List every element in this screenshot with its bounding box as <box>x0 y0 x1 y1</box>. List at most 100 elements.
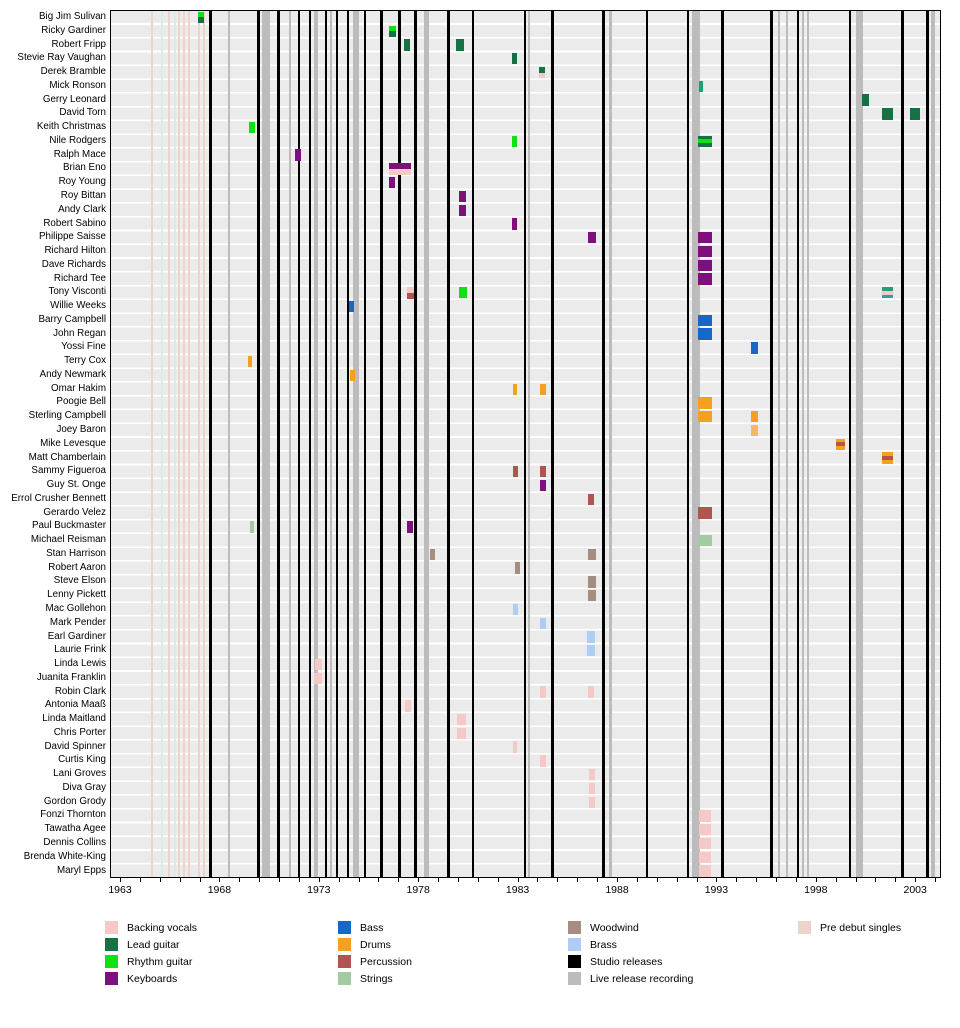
timeline-block-segment-keyboards <box>458 204 466 216</box>
timeline-block-segment-brass <box>587 645 596 657</box>
timeline-block-segment-drums <box>540 383 547 395</box>
studio-release-line <box>901 11 904 877</box>
timeline-block <box>456 727 466 740</box>
timeline-block-segment-lead-guitar <box>389 31 397 37</box>
timeline-block <box>751 424 759 437</box>
musician-row-label: Brian Eno <box>62 162 106 174</box>
timeline-block-segment-drums <box>882 452 894 457</box>
studio-release-line <box>770 11 773 877</box>
musician-row-label: Tawatha Agee <box>44 823 106 835</box>
legend-label: Rhythm guitar <box>127 956 193 968</box>
timeline-block <box>512 741 517 753</box>
musician-row-label: Dennis Collins <box>43 837 106 849</box>
legend-label: Bass <box>360 922 384 934</box>
axis-tick <box>398 878 400 882</box>
timeline-block-segment-percussion <box>407 292 415 299</box>
timeline-block <box>587 645 596 657</box>
timeline-block <box>389 177 396 189</box>
axis-tick <box>577 878 579 882</box>
timeline-block-segment-backing-vocals <box>698 851 712 863</box>
musician-row-label: Mark Pender <box>49 616 106 628</box>
musician-row-label: Michael Reisman <box>30 534 106 546</box>
musician-row-label: Ricky Gardiner <box>41 24 106 36</box>
musician-row-label: Robin Clark <box>54 685 106 697</box>
timeline-block-segment-percussion <box>882 456 894 460</box>
timeline-block <box>540 617 547 629</box>
timeline-block <box>882 452 894 464</box>
musician-row-label: Sammy Figueroa <box>31 465 106 477</box>
axis-tick <box>795 878 797 882</box>
axis-tick <box>895 878 897 882</box>
timeline-block-segment-backing-vocals <box>512 741 517 753</box>
axis-tick <box>935 878 937 882</box>
timeline-block <box>458 204 466 216</box>
timeline-block <box>313 672 322 684</box>
timeline-block-segment-percussion <box>835 442 845 447</box>
axis-tick <box>477 878 479 882</box>
timeline-block-segment-keyboards <box>697 259 713 271</box>
timeline-block <box>511 135 517 148</box>
timeline-block <box>697 328 713 340</box>
timeline-block-segment-backing-vocals <box>589 782 596 795</box>
timeline-block-segment-woodwind <box>588 548 597 561</box>
live-recording-line <box>228 11 231 877</box>
legend-swatch-live <box>568 972 581 985</box>
musician-row-label: Philippe Saisse <box>39 231 106 243</box>
musician-row-label: Dave Richards <box>41 258 106 270</box>
timeline-block-segment-backing-vocals <box>589 768 596 781</box>
plot-area <box>110 10 941 878</box>
timeline-block-segment-teal-green <box>698 80 704 92</box>
timeline-block <box>512 603 518 616</box>
axis-tick <box>259 878 261 882</box>
timeline-block-segment-drums <box>349 369 355 382</box>
musician-row-label: Ralph Mace <box>53 148 106 160</box>
musician-row-label: Derek Bramble <box>40 66 106 78</box>
timeline-block-segment-backing-vocals <box>405 700 412 712</box>
musician-row-label: Stan Harrison <box>46 547 106 559</box>
musician-row-label: David Torn <box>59 107 106 119</box>
live-recording-line <box>527 11 530 877</box>
timeline-block-segment-backing-vocals <box>698 865 712 877</box>
timeline-block <box>407 287 415 299</box>
musician-row-label: John Regan <box>53 327 106 339</box>
studio-release-line <box>602 11 605 877</box>
timeline-block-segment-percussion <box>512 466 518 478</box>
legend-swatch-bass <box>338 921 351 934</box>
timeline-block-segment-backing-vocals <box>389 168 412 175</box>
timeline-block <box>697 314 713 327</box>
studio-release-line <box>398 11 401 877</box>
musician-row-label: Paul Buckmaster <box>31 520 106 532</box>
timeline-block-segment-backing-vocals <box>698 824 712 836</box>
legend-label: Woodwind <box>590 922 639 934</box>
studio-release-line <box>523 11 527 877</box>
legend-swatch-lead-guitar <box>105 938 118 951</box>
timeline-block-segment-backing-vocals <box>407 287 415 293</box>
musician-row-label: Joey Baron <box>56 424 106 435</box>
timeline-block <box>587 631 596 643</box>
timeline-block <box>458 287 467 299</box>
axis-year-label: 1968 <box>207 884 232 896</box>
axis-tick <box>676 878 678 882</box>
studio-release-line <box>686 11 690 877</box>
timeline-block <box>294 149 301 161</box>
timeline-block <box>458 190 466 203</box>
live-recording-line <box>313 11 318 877</box>
legend-label: Studio releases <box>590 956 663 968</box>
timeline-block-segment-rhythm-guitar <box>197 11 205 18</box>
timeline-block <box>861 94 870 106</box>
timeline-block <box>697 273 713 285</box>
axis-tick <box>358 878 360 882</box>
timeline-block-segment-backing-vocals <box>539 72 546 79</box>
timeline-block-segment-drums <box>835 438 845 443</box>
timeline-block-segment-woodwind <box>588 576 597 588</box>
timeline-block-segment-backing-vocals <box>882 290 894 295</box>
timeline-block-segment-bass <box>348 300 354 313</box>
timeline-block <box>540 755 547 767</box>
pre-debut-single-line <box>197 11 201 877</box>
axis-year-label: 1993 <box>704 884 729 896</box>
timeline-block <box>698 865 712 877</box>
timeline-block-segment-woodwind <box>514 562 520 574</box>
timeline-block <box>389 163 412 175</box>
timeline-block <box>882 287 894 299</box>
